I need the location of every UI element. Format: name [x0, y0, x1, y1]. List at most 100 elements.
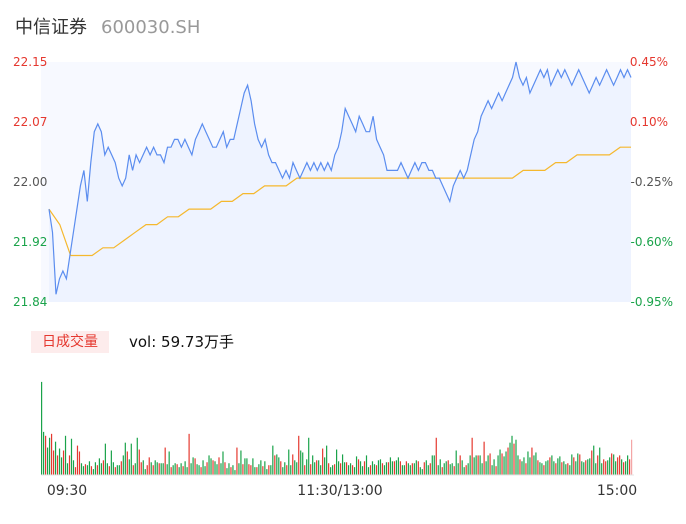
volume-bar	[409, 465, 411, 475]
volume-bar	[212, 460, 214, 475]
volume-bar	[341, 454, 344, 475]
volume-bar	[198, 465, 200, 475]
volume-bar	[375, 465, 378, 475]
volume-bar	[182, 466, 184, 475]
volume-bar	[447, 460, 449, 475]
volume-bar	[541, 463, 543, 475]
pct-tick-5: -0.95%	[631, 295, 673, 309]
volume-bar	[379, 459, 382, 475]
volume-bar	[336, 449, 338, 475]
volume-bar	[535, 452, 537, 475]
volume-bar	[306, 459, 308, 475]
volume-bar	[525, 463, 527, 475]
volume-bar	[220, 463, 222, 475]
volume-bar	[511, 435, 513, 475]
volume-bar	[316, 460, 318, 475]
volume-bar	[565, 464, 567, 475]
volume-bar	[138, 449, 140, 475]
volume-bar	[322, 448, 324, 475]
volume-bar	[605, 461, 607, 475]
volume-bar	[569, 465, 571, 475]
volume-bar	[178, 467, 180, 475]
volume-bar	[507, 447, 509, 475]
volume-bar	[288, 449, 290, 475]
volume-bar	[349, 463, 352, 475]
volume-bar	[417, 461, 419, 475]
volume-bar	[302, 452, 304, 475]
volume-bar	[320, 465, 322, 475]
x-tick-open: 09:30	[47, 483, 87, 499]
volume-bar	[351, 465, 354, 475]
volume-bar	[150, 462, 152, 475]
volume-bar	[383, 465, 386, 475]
volume-bar	[385, 462, 388, 475]
volume-bar	[597, 455, 599, 475]
volume-bar	[625, 461, 627, 475]
volume-bar	[489, 453, 491, 475]
pct-tick-3: -0.25%	[631, 175, 673, 189]
volume-bar	[353, 467, 356, 475]
volume-bar	[457, 463, 459, 475]
volume-bar	[467, 463, 469, 475]
volume-bar	[601, 463, 603, 475]
volume-bar	[539, 462, 541, 475]
volume-bar	[619, 455, 621, 475]
volume-bar	[86, 465, 89, 475]
volume-bar	[108, 466, 110, 475]
volume-bar	[459, 455, 461, 475]
price-tick-1: 22.15	[13, 55, 47, 69]
volume-bar	[266, 469, 268, 475]
volume-bar	[106, 463, 108, 475]
volume-bar	[170, 467, 172, 475]
volume-bar	[328, 463, 330, 475]
volume-bar	[338, 461, 340, 475]
volume-bar	[413, 463, 415, 475]
volume-bar	[66, 463, 69, 475]
volume-bar	[124, 442, 126, 475]
volume-bar	[615, 461, 617, 475]
volume-bar	[190, 463, 192, 475]
volume-bar	[593, 445, 595, 475]
volume-bar	[631, 439, 633, 475]
volume-bar	[260, 460, 262, 475]
volume-bar	[334, 464, 336, 475]
volume-bar	[88, 461, 91, 475]
volume-bar	[621, 459, 623, 475]
volume-bar	[339, 463, 342, 475]
volume-bar	[591, 450, 593, 475]
volume-bar	[112, 462, 114, 475]
volume-bar	[160, 463, 162, 475]
volume-bar	[76, 445, 79, 475]
volume-bar	[485, 461, 487, 475]
volume-bar	[258, 464, 260, 475]
volume-bar	[54, 441, 57, 475]
price-area-fill	[49, 62, 631, 302]
volume-bar	[553, 461, 555, 475]
volume-bar	[238, 463, 240, 475]
volume-bar	[246, 458, 248, 475]
volume-bar	[617, 457, 619, 475]
volume-bar	[78, 451, 81, 475]
volume-bar	[531, 447, 533, 475]
x-tick-close: 15:00	[597, 483, 637, 499]
volume-bar	[411, 463, 413, 475]
volume-bar	[537, 460, 539, 475]
volume-bar	[603, 459, 605, 475]
volume-bar	[357, 459, 360, 475]
volume-bar	[355, 456, 358, 475]
volume-bar	[164, 447, 166, 475]
volume-bar	[226, 468, 228, 475]
volume-bar	[347, 465, 350, 475]
volume-bar	[475, 455, 477, 475]
volume-bar	[401, 465, 403, 475]
volume-bar	[240, 450, 242, 475]
volume-bar	[270, 465, 272, 475]
volume-bar	[50, 433, 53, 475]
volume-tab[interactable]: 日成交量	[31, 331, 109, 353]
volume-bar	[435, 437, 437, 475]
volume-bar	[367, 467, 370, 475]
volume-bar	[254, 467, 256, 475]
volume-bar	[523, 457, 525, 475]
volume-bar	[72, 460, 75, 475]
